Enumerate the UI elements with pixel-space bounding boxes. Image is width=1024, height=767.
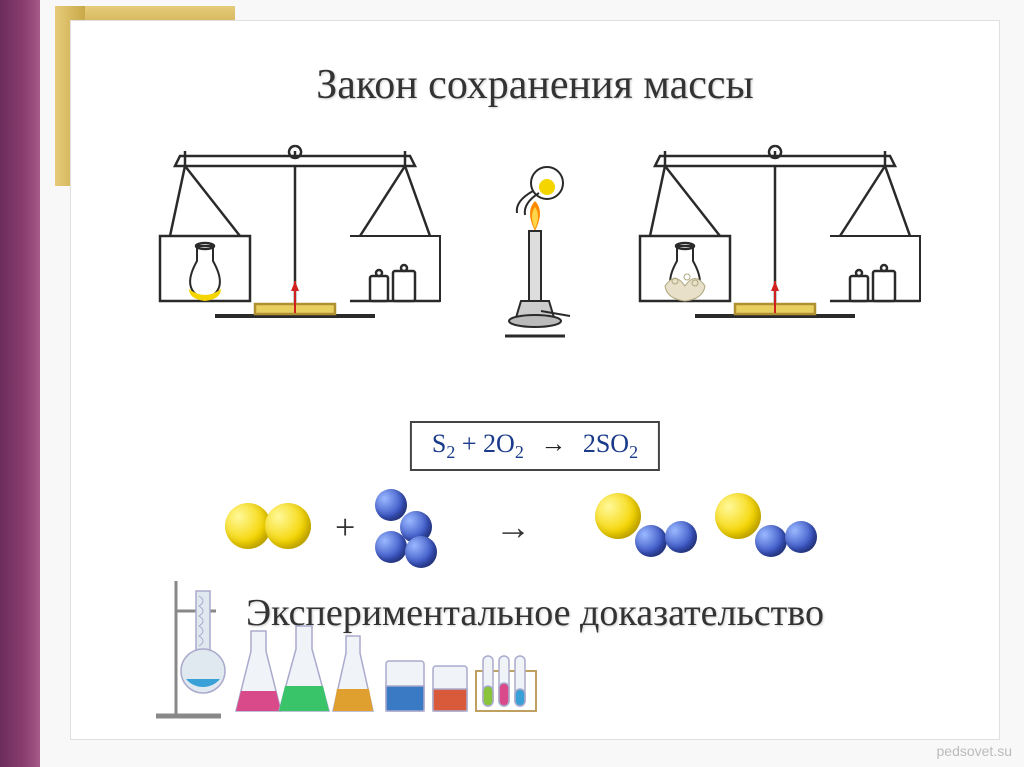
watermark: pedsovet.su	[937, 743, 1013, 759]
eq-plus: +	[462, 429, 483, 458]
plus-symbol: +	[335, 506, 355, 548]
eq-rhs-coef: 2	[583, 429, 596, 458]
sulfur-atom	[715, 493, 761, 539]
left-accent-stripe	[0, 0, 40, 767]
eq-rhs-sub: 2	[629, 442, 638, 462]
eq-lhs2-sub: 2	[515, 442, 524, 462]
eq-lhs2: O	[496, 429, 515, 458]
oxygen-atom	[755, 525, 787, 557]
oxygen-atom	[405, 536, 437, 568]
balance-scale-after	[625, 141, 925, 351]
oxygen-atom	[375, 489, 407, 521]
molecule-diagram: + →	[215, 481, 855, 571]
chemical-equation: S2 + 2O2 → 2SO2	[410, 421, 660, 471]
experiment-diagram	[145, 141, 925, 401]
sulfur-atom	[595, 493, 641, 539]
sulfur-atom	[265, 503, 311, 549]
eq-lhs1-sub: 2	[446, 442, 455, 462]
eq-lhs1: S	[432, 429, 446, 458]
bunsen-burner	[475, 161, 595, 361]
glassware-decoration	[151, 571, 551, 721]
slide-frame: Закон сохранения массы	[70, 20, 1000, 740]
arrow-symbol: →	[495, 506, 531, 548]
oxygen-atom	[375, 531, 407, 563]
slide-title: Закон сохранения массы	[316, 61, 754, 109]
oxygen-atom	[665, 521, 697, 553]
eq-arrow: →	[540, 429, 566, 459]
balance-scale-before	[145, 141, 445, 351]
eq-lhs2-coef: 2	[483, 429, 496, 458]
oxygen-atom	[635, 525, 667, 557]
oxygen-atom	[785, 521, 817, 553]
eq-rhs: SO	[596, 429, 629, 458]
